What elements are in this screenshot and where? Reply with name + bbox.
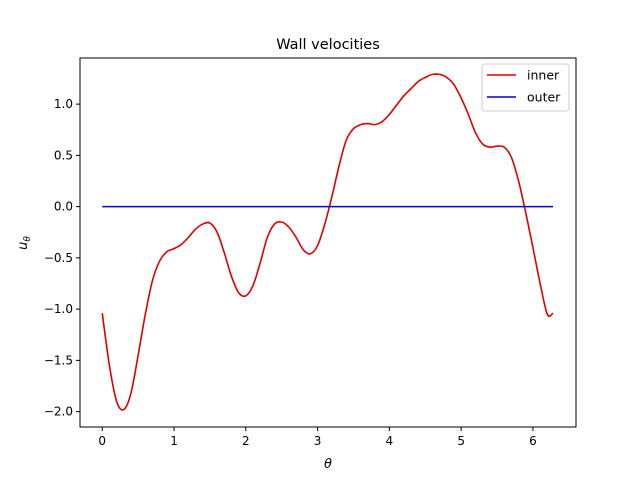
plot-area <box>101 73 554 411</box>
x-tick-label: 5 <box>457 434 465 448</box>
legend-label-outer: outer <box>527 90 561 105</box>
x-tick-label: 3 <box>314 434 322 448</box>
x-axis-label: θ <box>324 457 332 472</box>
y-axis-label-subscript: θ <box>23 236 33 242</box>
y-tick-label: 1.0 <box>54 97 73 111</box>
series-line-inner <box>101 73 554 411</box>
axes-frame <box>79 57 577 428</box>
y-tick-label: 0.5 <box>54 148 73 162</box>
y-tick-label: −0.5 <box>44 251 73 265</box>
y-tick-label: −1.0 <box>44 302 73 316</box>
legend-label-inner: inner <box>527 68 560 83</box>
y-tick-label: 0.0 <box>54 200 73 214</box>
chart-title: Wall velocities <box>276 37 380 53</box>
x-tick-label: 1 <box>170 434 178 448</box>
y-axis-label: uθ <box>16 236 33 250</box>
x-tick-label: 2 <box>242 434 250 448</box>
x-tick-label: 4 <box>386 434 394 448</box>
x-tick-label: 6 <box>529 434 537 448</box>
y-tick-label: −2.0 <box>44 405 73 419</box>
y-axis-label-main: u <box>16 242 31 250</box>
y-axis: 1.0 0.5 0.0 −0.5 −1.0 −1.5 −2.0 <box>44 97 80 419</box>
y-tick-label: −1.5 <box>44 353 73 367</box>
x-tick-label: 0 <box>98 434 106 448</box>
x-axis: 0 1 2 3 4 5 6 <box>98 427 537 448</box>
legend: inner outer <box>481 63 570 112</box>
